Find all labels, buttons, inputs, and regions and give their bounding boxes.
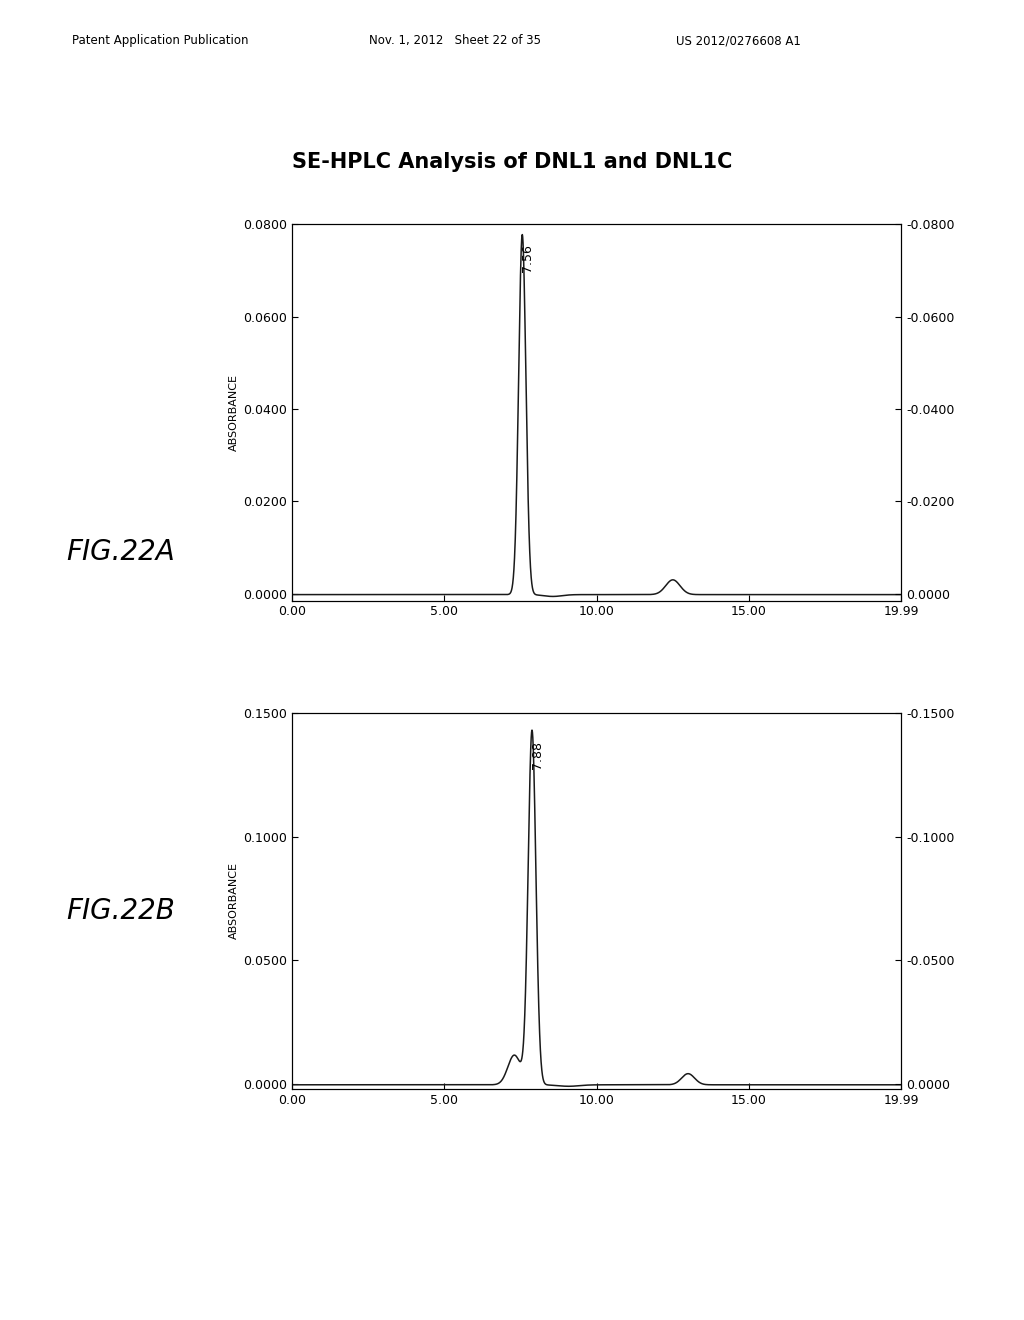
Text: FIG.22B: FIG.22B bbox=[67, 896, 175, 925]
Text: Nov. 1, 2012   Sheet 22 of 35: Nov. 1, 2012 Sheet 22 of 35 bbox=[369, 34, 541, 48]
Text: 7.56: 7.56 bbox=[521, 244, 535, 272]
Text: 7.88: 7.88 bbox=[531, 741, 544, 768]
Text: FIG.22A: FIG.22A bbox=[67, 537, 175, 566]
Text: SE-HPLC Analysis of DNL1 and DNL1C: SE-HPLC Analysis of DNL1 and DNL1C bbox=[292, 152, 732, 172]
Y-axis label: ABSORBANCE: ABSORBANCE bbox=[228, 862, 239, 940]
Text: US 2012/0276608 A1: US 2012/0276608 A1 bbox=[676, 34, 801, 48]
Text: Patent Application Publication: Patent Application Publication bbox=[72, 34, 248, 48]
Y-axis label: ABSORBANCE: ABSORBANCE bbox=[228, 374, 239, 451]
